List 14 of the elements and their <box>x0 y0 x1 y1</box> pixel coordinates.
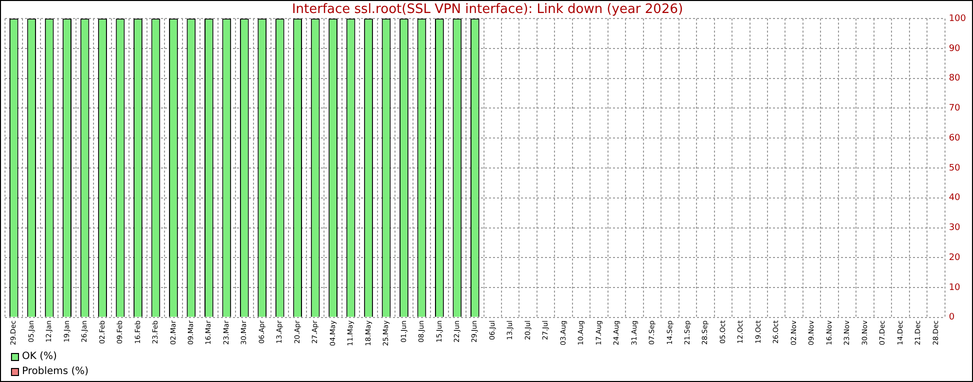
y-tick-label: 100 <box>948 14 966 24</box>
legend-label: Problems (%) <box>22 365 89 379</box>
y-tick-label: 70 <box>948 104 961 114</box>
y-tick-label: 0 <box>948 312 955 323</box>
y-tick-label: 60 <box>948 133 961 144</box>
y-tick-label: 90 <box>948 44 961 54</box>
y-tick-label: 30 <box>948 223 961 234</box>
y-tick-label: 10 <box>948 282 961 293</box>
legend-label: OK (%) <box>22 350 57 364</box>
y-tick-label: 20 <box>948 252 961 263</box>
y-tick-label: 80 <box>948 74 961 84</box>
y-tick-label: 50 <box>948 163 961 174</box>
chart-title: Interface ssl.root(SSL VPN interface): Link down (year 2026) <box>292 2 684 18</box>
y-tick-label: 40 <box>948 193 961 204</box>
